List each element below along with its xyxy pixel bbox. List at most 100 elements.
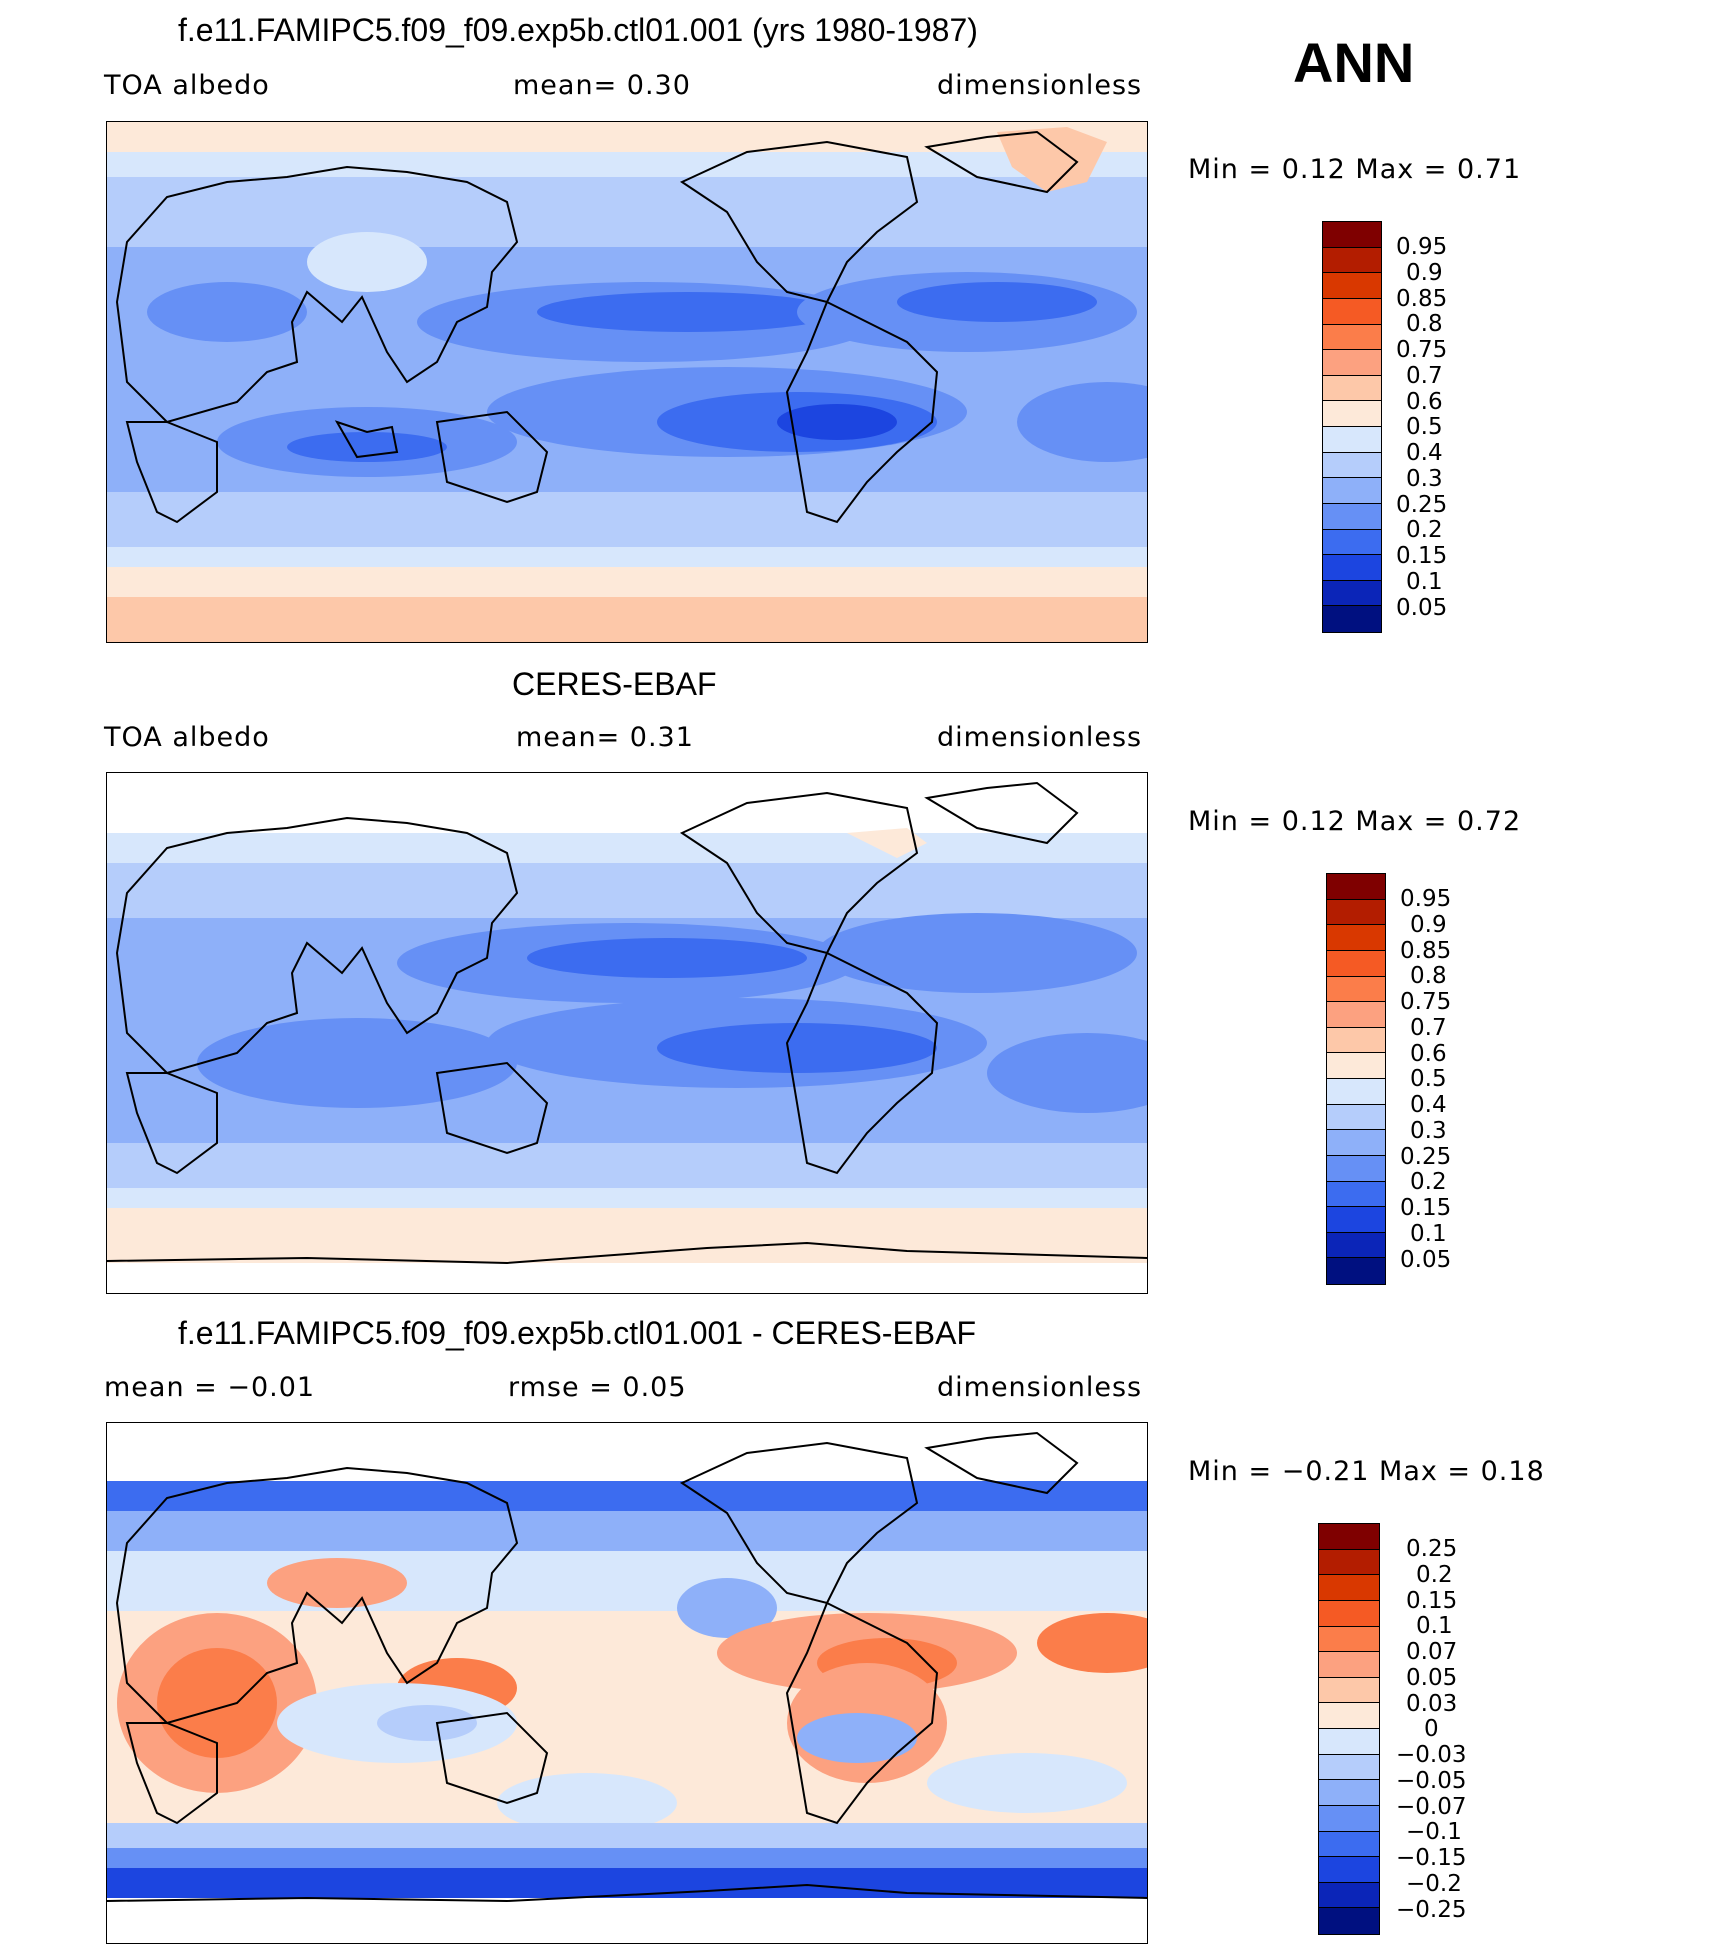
colorbar-swatch	[1323, 324, 1381, 351]
panel2-colorbar-label: 0.75	[1400, 989, 1452, 1015]
colorbar-swatch	[1323, 273, 1381, 299]
colorbar-swatch	[1327, 976, 1385, 1003]
panel1-title: f.e11.FAMIPC5.f09_f09.exp5b.ctl01.001 (y…	[178, 12, 978, 48]
colorbar-swatch	[1319, 1882, 1379, 1909]
panel1-colorbar-label: 0.4	[1406, 440, 1443, 466]
colorbar-swatch	[1323, 401, 1381, 427]
panel3-units-label: dimensionless	[937, 1372, 1143, 1403]
colorbar-swatch	[1323, 452, 1381, 479]
colorbar-swatch	[1319, 1754, 1379, 1781]
panel1-mean-label: mean= 0.30	[513, 70, 691, 101]
panel1-colorbar-label: 0.2	[1406, 517, 1443, 543]
panel1-units-label: dimensionless	[937, 70, 1143, 101]
colorbar-swatch	[1319, 1729, 1379, 1755]
colorbar-swatch	[1319, 1857, 1379, 1883]
panel3-colorbar-label: 0.07	[1406, 1639, 1458, 1665]
panel1-variable-label: TOA albedo	[104, 70, 270, 101]
panel1-colorbar-label: 0.95	[1396, 234, 1448, 260]
panel1-colorbar-label: 0.25	[1396, 492, 1448, 518]
panel2-colorbar-label: 0.4	[1410, 1092, 1447, 1118]
colorbar-swatch	[1327, 1104, 1385, 1131]
panel3-colorbar-label: 0.2	[1416, 1562, 1453, 1588]
colorbar-swatch	[1323, 580, 1381, 607]
panel3-colorbar-label: −0.05	[1396, 1768, 1467, 1794]
panel3-colorbar-label: 0	[1424, 1716, 1439, 1742]
colorbar-swatch	[1323, 375, 1381, 402]
colorbar-swatch	[1327, 950, 1385, 977]
panel3-colorbar-label: −0.25	[1396, 1897, 1467, 1923]
panel1-colorbar-label: 0.75	[1396, 337, 1448, 363]
colorbar-swatch	[1323, 427, 1381, 453]
colorbar-swatch	[1327, 1232, 1385, 1259]
panel1-colorbar-label: 0.8	[1406, 311, 1443, 337]
colorbar-swatch	[1327, 874, 1385, 900]
panel1-colorbar-label: 0.3	[1406, 466, 1443, 492]
panel3-colorbar-label: −0.2	[1406, 1871, 1462, 1897]
colorbar-swatch	[1323, 350, 1381, 376]
panel2-colorbar	[1326, 873, 1386, 1285]
panel1-colorbar	[1322, 221, 1382, 633]
colorbar-swatch	[1319, 1677, 1379, 1704]
colorbar-swatch	[1327, 1155, 1385, 1182]
panel3-colorbar-label: 0.25	[1406, 1536, 1458, 1562]
panel2-map	[106, 772, 1148, 1294]
colorbar-swatch	[1327, 1027, 1385, 1054]
panel3-title: f.e11.FAMIPC5.f09_f09.exp5b.ctl01.001 - …	[178, 1315, 977, 1351]
panel2-minmax: Min = 0.12 Max = 0.72	[1188, 806, 1522, 837]
panel3-rmse-label: rmse = 0.05	[508, 1372, 687, 1403]
colorbar-swatch	[1323, 529, 1381, 556]
colorbar-swatch	[1327, 899, 1385, 926]
colorbar-swatch	[1319, 1549, 1379, 1576]
colorbar-swatch	[1327, 1079, 1385, 1105]
colorbar-swatch	[1319, 1575, 1379, 1601]
colorbar-swatch	[1327, 1053, 1385, 1079]
panel2-colorbar-label: 0.1	[1410, 1221, 1447, 1247]
colorbar-swatch	[1323, 247, 1381, 274]
panel2-variable-label: TOA albedo	[104, 722, 270, 753]
panel2-colorbar-label: 0.25	[1400, 1144, 1452, 1170]
panel2-colorbar-label: 0.9	[1410, 912, 1447, 938]
panel2-colorbar-label: 0.85	[1400, 938, 1452, 964]
panel2-colorbar-label: 0.95	[1400, 886, 1452, 912]
colorbar-swatch	[1327, 1002, 1385, 1028]
panel2-mean-label: mean= 0.31	[516, 722, 694, 753]
colorbar-swatch	[1323, 503, 1381, 530]
panel1-colorbar-label: 0.6	[1406, 389, 1443, 415]
panel2-colorbar-label: 0.8	[1410, 963, 1447, 989]
panel3-minmax: Min = −0.21 Max = 0.18	[1188, 1456, 1545, 1487]
panel2-colorbar-label: 0.2	[1410, 1169, 1447, 1195]
panel1-albedo-field	[107, 122, 1147, 642]
colorbar-swatch	[1327, 1181, 1385, 1208]
colorbar-swatch	[1319, 1780, 1379, 1806]
panel1-colorbar-label: 0.85	[1396, 286, 1448, 312]
season-label: ANN	[1293, 31, 1415, 94]
panel2-colorbar-label: 0.6	[1410, 1041, 1447, 1067]
colorbar-swatch	[1323, 222, 1381, 248]
panel3-colorbar-label: −0.1	[1406, 1819, 1462, 1845]
panel2-colorbar-label: 0.3	[1410, 1118, 1447, 1144]
colorbar-swatch	[1319, 1524, 1379, 1550]
panel1-colorbar-label: 0.05	[1396, 595, 1448, 621]
panel2-colorbar-label: 0.15	[1400, 1195, 1452, 1221]
panel3-difference-field	[107, 1423, 1147, 1943]
panel1-colorbar-label: 0.1	[1406, 569, 1443, 595]
panel3-colorbar-label: −0.03	[1396, 1742, 1467, 1768]
panel1-colorbar-label: 0.5	[1406, 414, 1443, 440]
panel1-colorbar-label: 0.15	[1396, 543, 1448, 569]
panel2-albedo-field	[107, 773, 1147, 1293]
panel2-units-label: dimensionless	[937, 722, 1143, 753]
panel3-colorbar-label: −0.15	[1396, 1845, 1467, 1871]
panel3-colorbar-label: 0.1	[1416, 1613, 1453, 1639]
panel3-colorbar-label: −0.07	[1396, 1794, 1467, 1820]
colorbar-swatch	[1323, 478, 1381, 504]
panel2-title: CERES-EBAF	[512, 666, 717, 702]
colorbar-swatch	[1327, 925, 1385, 951]
panel3-colorbar	[1318, 1523, 1380, 1935]
colorbar-swatch	[1323, 606, 1381, 632]
panel3-map	[106, 1422, 1148, 1944]
colorbar-swatch	[1323, 555, 1381, 581]
colorbar-swatch	[1319, 1805, 1379, 1832]
panel1-map	[106, 121, 1148, 643]
colorbar-swatch	[1327, 1207, 1385, 1233]
panel1-colorbar-label: 0.7	[1406, 363, 1443, 389]
